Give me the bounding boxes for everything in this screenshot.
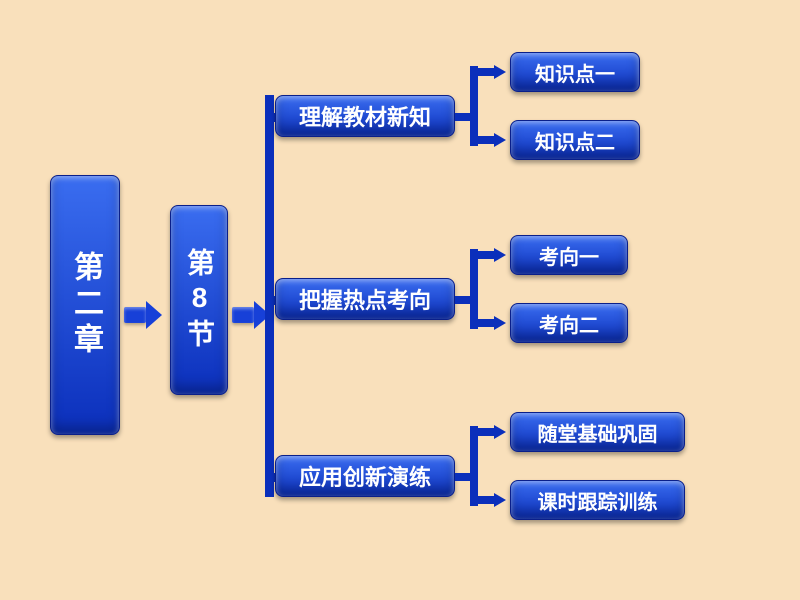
node-leaf-3a-label: 随堂基础巩固: [538, 418, 658, 447]
branch-2-arrow-1: [494, 248, 506, 262]
arrow-chapter-to-section: [124, 300, 164, 330]
branch-1-vline: [470, 66, 478, 146]
branch-1-arrow-1: [494, 65, 506, 79]
branch-2-arrow-2: [494, 316, 506, 330]
node-chapter-label: 第二章: [63, 251, 107, 359]
node-leaf-1a: 知识点一: [510, 52, 640, 92]
branch-2-out-2: [470, 319, 494, 327]
branch-3-out-2: [470, 496, 494, 504]
node-leaf-3a: 随堂基础巩固: [510, 412, 685, 452]
node-leaf-1b-label: 知识点二: [535, 126, 615, 155]
node-leaf-1b: 知识点二: [510, 120, 640, 160]
branch-3-vline: [470, 426, 478, 506]
node-mid-3: 应用创新演练: [275, 455, 455, 497]
node-leaf-2a-label: 考向一: [539, 241, 599, 270]
branch-2-out-1: [470, 251, 494, 259]
node-leaf-3b-label: 课时跟踪训练: [538, 486, 658, 515]
node-mid-2: 把握热点考向: [275, 278, 455, 320]
branch-3-arrow-1: [494, 425, 506, 439]
branch-1-arrow-2: [494, 133, 506, 147]
branch-3-out-1: [470, 428, 494, 436]
branch-1-out-2: [470, 136, 494, 144]
node-chapter: 第二章: [50, 175, 120, 435]
branch-1-out-1: [470, 68, 494, 76]
node-leaf-2b: 考向二: [510, 303, 628, 343]
node-leaf-1a-label: 知识点一: [535, 58, 615, 87]
node-leaf-3b: 课时跟踪训练: [510, 480, 685, 520]
node-section: 第8节: [170, 205, 228, 395]
branch-3-arrow-2: [494, 493, 506, 507]
node-leaf-2b-label: 考向二: [539, 309, 599, 338]
node-leaf-2a: 考向一: [510, 235, 628, 275]
branch-2-vline: [470, 249, 478, 329]
node-mid-1: 理解教材新知: [275, 95, 455, 137]
node-section-label: 第8节: [179, 248, 219, 353]
node-mid-3-label: 应用创新演练: [299, 460, 431, 492]
node-mid-1-label: 理解教材新知: [299, 100, 431, 132]
node-mid-2-label: 把握热点考向: [299, 283, 431, 315]
